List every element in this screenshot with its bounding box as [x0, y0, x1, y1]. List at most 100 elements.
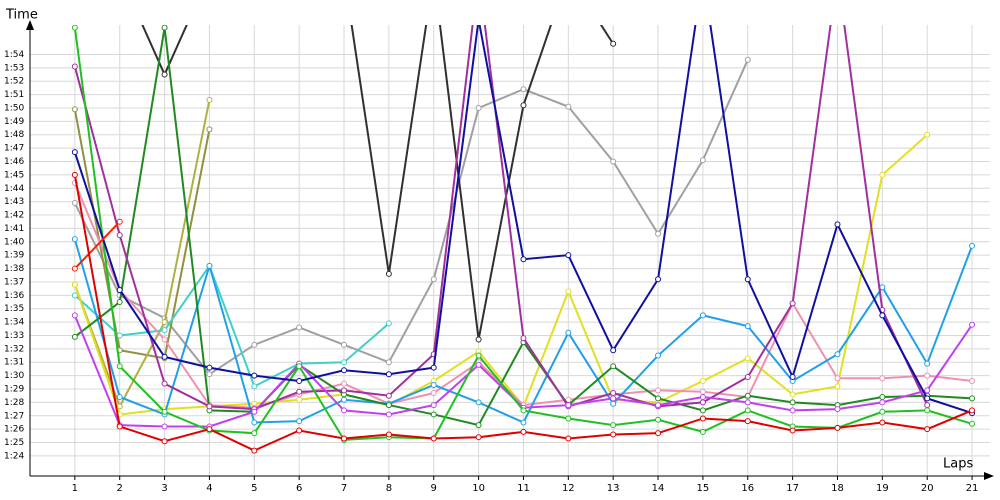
y-tick-label: 1:39 [4, 251, 24, 261]
x-tick-label: 1 [72, 483, 78, 494]
y-tick-label: 1:50 [4, 103, 24, 113]
point [924, 372, 931, 379]
point [610, 40, 617, 47]
point [565, 288, 572, 295]
point [655, 395, 662, 402]
point [879, 394, 886, 401]
series-line [74, 263, 390, 388]
point [969, 395, 976, 402]
y-tick-label: 1:48 [4, 130, 24, 140]
point [834, 406, 841, 413]
point [520, 428, 527, 435]
point [385, 320, 392, 327]
y-tick-label: 1:44 [4, 184, 24, 194]
point [251, 430, 258, 437]
point [341, 396, 348, 403]
point [71, 265, 78, 272]
plot-area [71, 25, 976, 454]
point [341, 359, 348, 366]
x-tick-label: 18 [831, 483, 844, 494]
point [699, 312, 706, 319]
y-tick-label: 1:35 [4, 304, 24, 314]
x-tick-label: 5 [251, 483, 257, 494]
point [385, 431, 392, 438]
point [206, 364, 213, 371]
point [565, 329, 572, 336]
x-tick-label: 20 [921, 483, 934, 494]
point [385, 402, 392, 409]
y-axis-label: Time [5, 8, 38, 23]
point [699, 428, 706, 435]
y-tick-label: 1:24 [4, 451, 24, 461]
x-tick-label: 6 [296, 483, 302, 494]
y-tick-label: 1:52 [4, 77, 24, 87]
point [430, 435, 437, 442]
point [296, 427, 303, 434]
y-tick-label: 1:46 [4, 157, 24, 167]
point [251, 447, 258, 454]
point [341, 341, 348, 348]
point [161, 380, 168, 387]
y-tick-label: 1:29 [4, 385, 24, 395]
point [879, 171, 886, 178]
point [699, 415, 706, 422]
point [565, 103, 572, 110]
point [385, 411, 392, 418]
point [565, 252, 572, 259]
point [879, 419, 886, 426]
y-tick-label: 1:27 [4, 411, 24, 421]
point [161, 423, 168, 430]
point [789, 300, 796, 307]
point [206, 426, 213, 433]
point [116, 232, 123, 239]
point [610, 395, 617, 402]
point [924, 426, 931, 433]
point [116, 363, 123, 370]
x-tick-label: 4 [206, 483, 212, 494]
y-tick-label: 1:47 [4, 144, 24, 154]
point [879, 408, 886, 415]
point [430, 276, 437, 283]
point [924, 402, 931, 409]
point [161, 327, 168, 334]
point [789, 427, 796, 434]
point [655, 430, 662, 437]
point [744, 56, 751, 63]
point [430, 381, 437, 388]
series-line [73, 59, 749, 376]
point [116, 286, 123, 293]
point [744, 418, 751, 425]
x-axis-label: Laps [943, 457, 973, 472]
point [520, 86, 527, 93]
point [744, 392, 751, 399]
point [161, 319, 168, 326]
point [924, 395, 931, 402]
point [834, 424, 841, 431]
point [251, 419, 258, 426]
point [565, 415, 572, 422]
y-axis-arrow [26, 20, 34, 30]
point [341, 407, 348, 414]
point [699, 377, 706, 384]
x-tick-label: 8 [386, 483, 392, 494]
point [430, 390, 437, 397]
point [296, 418, 303, 425]
point [879, 375, 886, 382]
point [879, 284, 886, 291]
point [71, 236, 78, 243]
point [296, 363, 303, 370]
point [385, 392, 392, 399]
point [879, 312, 886, 319]
x-tick-label: 21 [966, 483, 979, 494]
point [296, 377, 303, 384]
x-tick-label: 11 [517, 483, 530, 494]
x-tick-label: 9 [431, 483, 437, 494]
point [789, 391, 796, 398]
point [834, 375, 841, 382]
point [116, 218, 123, 225]
point [341, 387, 348, 394]
point [744, 399, 751, 406]
point [71, 63, 78, 70]
point [610, 347, 617, 354]
point [610, 400, 617, 407]
